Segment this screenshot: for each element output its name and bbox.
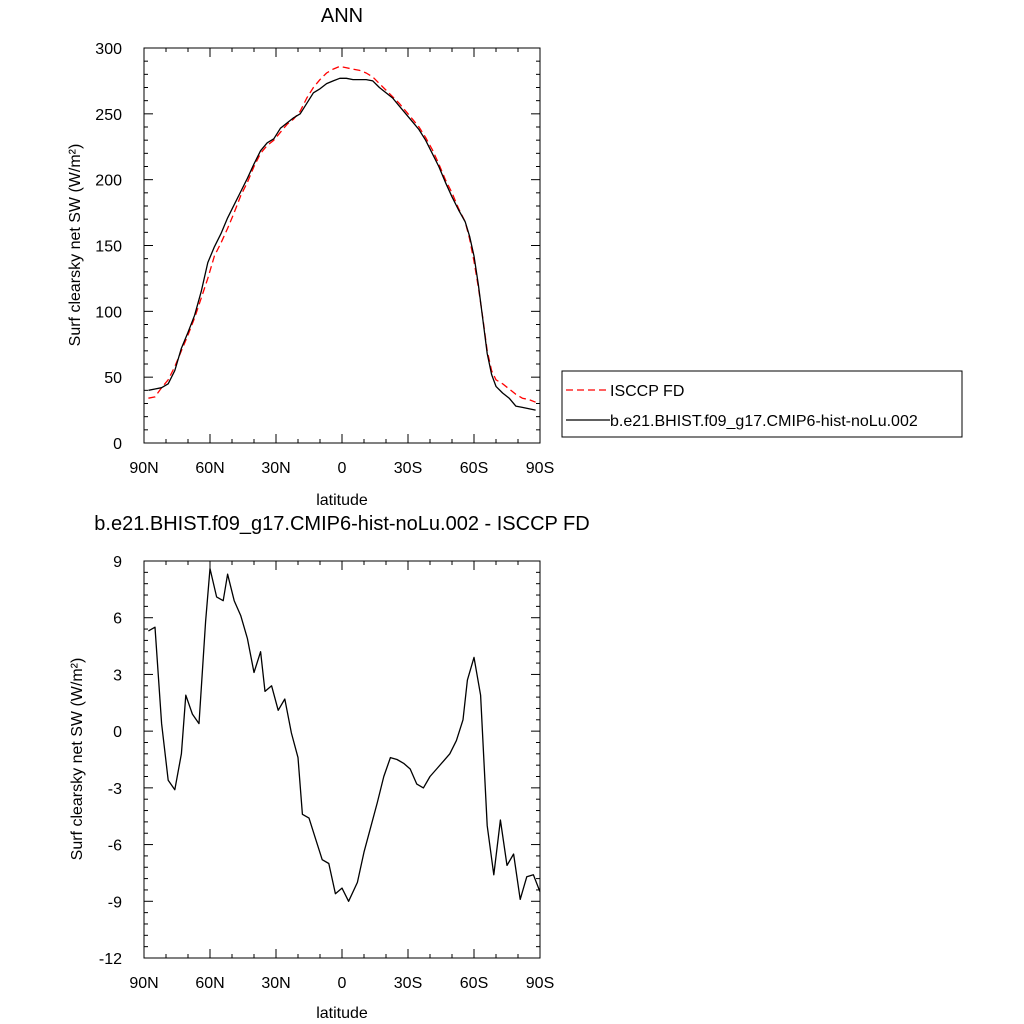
bottom-plot: b.e21.BHIST.f09_g17.CMIP6-hist-noLu.002 … bbox=[69, 513, 590, 1022]
top-ytick-label: 150 bbox=[95, 239, 122, 256]
bottom-xtick-label: 30N bbox=[261, 975, 290, 992]
top-xtick-label: 30S bbox=[394, 460, 422, 477]
top-ytick-label: 50 bbox=[104, 370, 122, 387]
top-plot-ylabel: Surf clearsky net SW (W/m²) bbox=[67, 144, 84, 347]
top-xtick-label: 60S bbox=[460, 460, 488, 477]
top-series-line-0 bbox=[148, 65, 536, 403]
top-plot-series bbox=[148, 65, 536, 411]
top-xtick-label: 90N bbox=[129, 460, 158, 477]
bottom-ytick-label: 0 bbox=[113, 724, 122, 741]
bottom-ytick-label: 3 bbox=[113, 667, 122, 684]
bottom-plot-series bbox=[148, 567, 541, 902]
top-ytick-label: 100 bbox=[95, 304, 122, 321]
top-plot-frame bbox=[143, 47, 541, 444]
top-xtick-label: 90S bbox=[526, 460, 554, 477]
bottom-xtick-label: 60S bbox=[460, 975, 488, 992]
top-plot-axes: 90N 60N 30N 0 30S 60S 90S 0 50 100 150 200 250 300 bbox=[95, 41, 554, 477]
bottom-ytick-label: 9 bbox=[113, 554, 122, 571]
bottom-ytick-label: -3 bbox=[108, 781, 122, 798]
bottom-plot-ylabel: Surf clearsky net SW (W/m²) bbox=[69, 658, 86, 861]
bottom-xtick-label: 60N bbox=[195, 975, 224, 992]
bottom-xtick-label: 90N bbox=[129, 975, 158, 992]
bottom-plot-axes: 90N 60N 30N 0 30S 60S 90S -12 -9 -6 -3 0 3 6 9 bbox=[99, 554, 554, 992]
top-series-line-1 bbox=[148, 77, 536, 411]
bottom-ytick-label: -9 bbox=[108, 894, 122, 911]
bottom-xtick-label: 0 bbox=[338, 975, 347, 992]
bottom-ytick-label: 6 bbox=[113, 611, 122, 628]
bottom-plot-frame bbox=[143, 560, 541, 959]
top-ytick-label: 0 bbox=[113, 436, 122, 453]
bottom-xtick-label: 90S bbox=[526, 975, 554, 992]
top-ytick-label: 300 bbox=[95, 41, 122, 58]
top-ytick-label: 200 bbox=[95, 173, 122, 190]
bottom-series-line-0 bbox=[148, 567, 541, 902]
legend-label-model: b.e21.BHIST.f09_g17.CMIP6-hist-noLu.002 bbox=[610, 413, 918, 430]
bottom-plot-xlabel: latitude bbox=[316, 1005, 368, 1022]
legend-box bbox=[561, 370, 963, 438]
bottom-ytick-label: -12 bbox=[99, 951, 122, 968]
top-plot: ANN 90N 60N 30N 0 30S 60S 90S 0 50 100 150 200 250 30… bbox=[67, 5, 554, 509]
bottom-ytick-label: -6 bbox=[108, 838, 122, 855]
top-plot-title: ANN bbox=[321, 5, 363, 27]
bottom-plot-title: b.e21.BHIST.f09_g17.CMIP6-hist-noLu.002 … bbox=[94, 513, 589, 535]
top-xtick-label: 30N bbox=[261, 460, 290, 477]
top-plot-xlabel: latitude bbox=[316, 492, 368, 509]
legend: ISCCP FD b.e21.BHIST.f09_g17.CMIP6-hist-… bbox=[561, 370, 963, 438]
top-xtick-label: 60N bbox=[195, 460, 224, 477]
top-xtick-label: 0 bbox=[338, 460, 347, 477]
legend-label-isccp: ISCCP FD bbox=[610, 383, 684, 400]
top-ytick-label: 250 bbox=[95, 107, 122, 124]
bottom-xtick-label: 30S bbox=[394, 975, 422, 992]
